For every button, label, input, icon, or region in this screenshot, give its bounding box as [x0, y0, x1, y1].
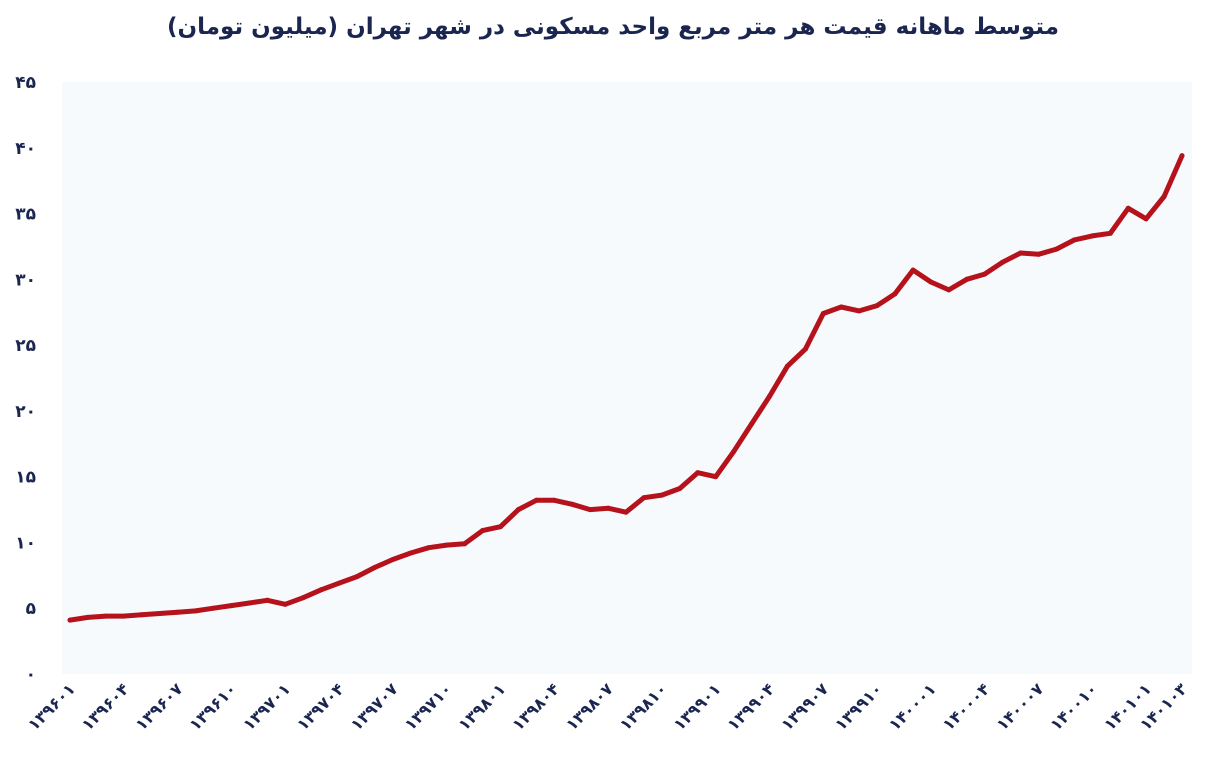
y-tick-label: ۲۰ — [15, 402, 36, 422]
data-point — [569, 501, 575, 507]
data-point — [1107, 230, 1113, 236]
series-group — [67, 153, 1185, 623]
data-point — [551, 497, 557, 503]
x-tick-label: ۱۳۹۸۱۰ — [616, 679, 671, 734]
data-point — [408, 550, 414, 556]
data-point — [336, 580, 342, 586]
y-tick-label: ۰ — [26, 665, 36, 685]
data-point — [1179, 153, 1185, 159]
data-point — [318, 587, 324, 593]
x-tick-label: ۱۳۹۸۰۴ — [508, 679, 563, 734]
data-point — [1089, 233, 1095, 239]
y-tick-label: ۴۵ — [15, 73, 36, 93]
data-point — [103, 613, 109, 619]
data-point — [157, 611, 163, 616]
x-tick-label: ۱۴۰۰۰۴ — [939, 679, 994, 734]
data-point — [246, 600, 252, 606]
data-point — [372, 564, 378, 570]
data-point — [659, 492, 665, 498]
data-point — [426, 545, 432, 551]
data-point — [713, 474, 719, 480]
data-point — [390, 557, 396, 562]
data-point — [175, 609, 181, 615]
x-tick-label: ۱۳۹۷۰۷ — [347, 679, 402, 734]
y-tick-label: ۲۵ — [15, 336, 36, 356]
plot-area — [62, 82, 1192, 674]
data-point — [928, 279, 934, 285]
x-tick-label: ۱۳۹۸۰۱ — [454, 679, 509, 734]
x-tick-label: ۱۳۹۹۰۷ — [777, 679, 832, 734]
x-tick-label: ۱۳۹۹۱۰ — [831, 679, 886, 734]
y-tick-label: ۴۰ — [15, 139, 36, 159]
data-point — [677, 486, 683, 491]
data-point — [623, 509, 629, 515]
x-tick-label: ۱۳۹۶۰۱ — [24, 679, 79, 734]
data-point — [193, 608, 198, 614]
data-point — [211, 605, 216, 611]
x-tick-label: ۱۳۹۶۱۰ — [185, 679, 240, 734]
data-point — [784, 363, 790, 369]
data-point — [1143, 216, 1149, 222]
data-point — [354, 574, 360, 580]
data-point — [1071, 237, 1077, 243]
data-point — [874, 303, 880, 309]
y-tick-label: ۱۵ — [15, 468, 36, 488]
data-point — [695, 470, 701, 476]
data-point — [982, 271, 988, 277]
x-tick-label: ۱۳۹۹۰۴ — [723, 679, 778, 734]
data-point — [1036, 251, 1041, 257]
data-point — [1161, 194, 1167, 199]
data-point — [480, 528, 485, 534]
data-point — [767, 393, 772, 399]
data-point — [533, 497, 539, 503]
data-point — [892, 291, 898, 297]
data-point — [946, 287, 952, 293]
data-point — [749, 421, 754, 427]
data-point — [282, 601, 288, 607]
data-point — [515, 507, 521, 513]
data-point — [498, 524, 503, 530]
data-point — [838, 304, 844, 310]
data-point — [1054, 246, 1059, 252]
data-point — [1125, 205, 1131, 211]
x-axis-ticks: ۱۳۹۶۰۱۱۳۹۶۰۴۱۳۹۶۰۷۱۳۹۶۱۰۱۳۹۷۰۱۱۳۹۷۰۴۱۳۹۷… — [24, 679, 1191, 734]
x-tick-label: ۱۳۹۷۱۰ — [401, 679, 456, 734]
x-tick-label: ۱۴۰۰۰۷ — [992, 679, 1047, 734]
x-tick-label: ۱۳۹۶۰۷ — [132, 679, 187, 734]
x-tick-label: ۱۳۹۸۰۷ — [562, 679, 617, 734]
data-point — [228, 603, 234, 609]
y-tick-label: ۵ — [26, 599, 36, 619]
data-point — [641, 495, 647, 501]
data-point — [802, 346, 808, 352]
data-point — [731, 449, 737, 455]
data-point — [121, 613, 127, 619]
data-point — [264, 597, 270, 603]
data-point — [1018, 250, 1024, 256]
chart-title: متوسط ماهانه قیمت هر متر مربع واحد مسکون… — [167, 14, 1059, 40]
data-point — [85, 614, 91, 620]
data-point — [587, 507, 593, 513]
data-point — [462, 541, 468, 547]
data-point — [300, 595, 306, 601]
data-point — [67, 617, 73, 623]
y-axis-ticks: ۰ ۵ ۱۰ ۱۵ ۲۰ ۲۵ ۳۰ ۳۵ ۴۰ ۴۵ — [15, 73, 36, 685]
data-point — [605, 505, 611, 511]
data-point — [910, 267, 916, 273]
x-tick-label: ۱۳۹۹۰۱ — [670, 679, 725, 734]
data-point — [820, 311, 826, 316]
data-point — [1000, 259, 1006, 265]
y-tick-label: ۳۰ — [15, 270, 36, 290]
x-tick-label: ۱۴۰۰۰۱ — [885, 679, 940, 734]
y-tick-label: ۱۰ — [15, 533, 36, 553]
x-tick-label: ۱۳۹۷۰۴ — [293, 679, 348, 734]
x-tick-label: ۱۴۰۰۱۰ — [1046, 679, 1101, 734]
x-tick-label: ۱۳۹۷۰۱ — [239, 679, 294, 734]
data-point — [139, 612, 145, 618]
x-tick-label: ۱۳۹۶۰۴ — [78, 679, 133, 734]
data-point — [856, 308, 862, 314]
y-tick-label: ۳۵ — [15, 205, 36, 225]
data-point — [444, 542, 450, 548]
data-point — [964, 276, 970, 282]
